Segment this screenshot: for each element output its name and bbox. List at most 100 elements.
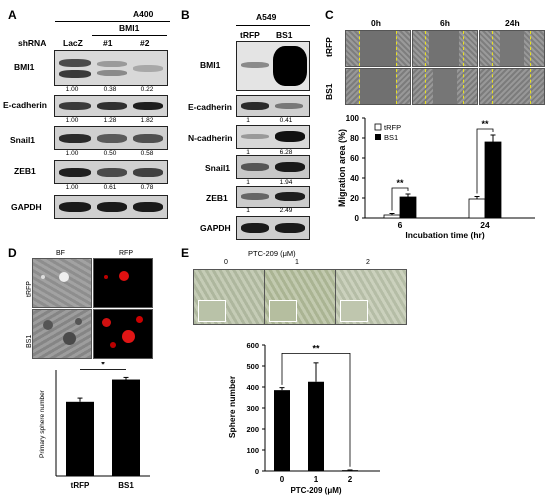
shrna-label: shRNA	[18, 38, 47, 48]
sphere-image-ptc-1	[264, 269, 336, 325]
chart-c-xtick-6: 6	[398, 220, 403, 230]
significance-label-c: **	[396, 178, 404, 188]
value-zeb1-lacz: 1.00	[65, 184, 79, 191]
legend-label-bs1: BS1	[384, 133, 398, 142]
sphere-image-rfp-bs1	[93, 309, 153, 359]
column-label-bf: BF	[56, 250, 65, 257]
legend-swatch-trfp	[374, 123, 382, 131]
lane-label-bs1-b: BS1	[276, 30, 293, 40]
blot-ncad-b	[236, 125, 310, 149]
chart-sphere-number: 0 100 200 300 400 500 600 ** Sphere number 0 1…	[227, 341, 380, 495]
blot-snail1-b	[236, 155, 310, 179]
chart-migration: 0 20 40 60 80 100 ** ** tRFP BS1 Migration are…	[337, 114, 535, 240]
chart-e-ytick-label: 400	[246, 383, 259, 392]
bar-bs1-24h	[484, 141, 502, 219]
value-zeb1-sh2: 0.78	[140, 184, 154, 191]
chart-e-ylabel: Sphere number	[227, 375, 237, 438]
chart-d-xtick-trfp: tRFP	[71, 481, 90, 490]
panel-label-b: B	[181, 8, 190, 22]
wound-image-trfp-24h	[479, 30, 545, 67]
chart-e-xtick-1: 1	[314, 475, 319, 484]
group-underline-a	[92, 35, 167, 36]
wound-image-trfp-0h	[345, 30, 411, 67]
blot-ecad-a	[54, 95, 168, 117]
blot-label-ncad-b: N-cadherin	[188, 133, 233, 143]
value-snail1-bs1: 1.94	[279, 179, 293, 186]
blot-zeb1-b	[236, 186, 310, 208]
legend-label-trfp: tRFP	[384, 123, 401, 132]
lane-label-trfp-b: tRFP	[240, 30, 260, 40]
blot-ecad-b	[236, 95, 310, 117]
chart-e-ytick-label: 300	[246, 404, 259, 413]
chart-e-xtick-0: 0	[280, 475, 285, 484]
chart-c-ytick-label: 0	[355, 214, 360, 223]
lane-label-sh1: #1	[103, 38, 113, 48]
dose-label-1: 1	[295, 259, 299, 266]
blot-label-bmi1-b: BMI1	[200, 60, 221, 70]
bar-trfp	[66, 401, 94, 476]
significance-label-c: **	[481, 119, 489, 129]
dose-label-0: 0	[224, 259, 228, 266]
bar-trfp-24h	[468, 198, 486, 219]
bar-dose-0	[274, 390, 290, 471]
blot-bmi1-a	[54, 50, 168, 86]
chart-c-ytick-label: 60	[350, 154, 359, 163]
sphere-image-bf-trfp	[32, 258, 92, 308]
panel-label-e: E	[181, 246, 190, 260]
chart-c-ytick-label: 100	[346, 114, 360, 123]
chart-c-xtick-24: 24	[480, 220, 490, 230]
chart-e-xtick-2: 2	[348, 475, 353, 484]
chart-e-ytick-label: 600	[246, 341, 259, 350]
bar-bs1-6h	[399, 196, 417, 219]
blot-label-gapdh-b: GAPDH	[200, 223, 231, 233]
chart-c-ytick-label: 40	[350, 174, 359, 183]
blot-snail1-a	[54, 126, 168, 150]
legend-swatch-bs1	[375, 134, 381, 140]
value-bmi1-sh1: 0.38	[103, 86, 117, 93]
panel-label-c: C	[325, 8, 334, 22]
blot-zeb1-a	[54, 160, 168, 184]
blot-gapdh-a	[54, 195, 168, 219]
bar-dose-2	[342, 470, 358, 472]
value-zeb1-sh1: 0.61	[103, 184, 117, 191]
sphere-image-ptc-0	[193, 269, 265, 325]
cell-line-b: A549	[256, 12, 277, 22]
value-snail1-sh2: 0.58	[140, 150, 154, 157]
chart-e-ytick-label: 500	[246, 362, 259, 371]
dose-label-2: 2	[366, 259, 370, 266]
value-zeb1-trfp: 1	[246, 207, 250, 214]
wound-image-trfp-6h	[412, 30, 478, 67]
row-label-bs1-c: BS1	[324, 83, 334, 100]
significance-bracket-c	[391, 187, 409, 211]
timepoint-24h: 24h	[505, 18, 520, 28]
panel-label-a: A	[8, 8, 17, 22]
column-label-rfp: RFP	[119, 250, 133, 257]
value-ecad-bs1: 0.41	[279, 117, 293, 124]
chart-c-xlabel: Incubation time (hr)	[405, 230, 485, 240]
group-label-bmi1: BMI1	[119, 23, 140, 33]
blot-label-gapdh-a: GAPDH	[11, 202, 42, 212]
bar-dose-1	[308, 381, 324, 471]
value-bmi1-lacz: 1.00	[65, 86, 79, 93]
lane-label-sh2: #2	[140, 38, 150, 48]
value-snail1-lacz: 1.00	[65, 150, 79, 157]
value-ncad-trfp: 1	[246, 149, 250, 156]
chart-e-xlabel: PTC-209 (μM)	[290, 486, 341, 495]
value-ecad-lacz: 1.00	[65, 117, 79, 124]
significance-bracket-c	[476, 128, 494, 194]
blot-label-zeb1-a: ZEB1	[14, 166, 36, 176]
chart-d-ylabel: Primary sphere number	[39, 389, 46, 458]
timepoint-6h: 6h	[440, 18, 450, 28]
bar-bs1	[112, 379, 140, 476]
value-ecad-sh1: 1.28	[103, 117, 117, 124]
significance-label-d: *	[101, 362, 105, 369]
bar-trfp-6h	[383, 214, 401, 219]
chart-c-ytick-label: 80	[350, 134, 359, 143]
chart-d-xtick-bs1: BS1	[118, 481, 134, 490]
blot-label-bmi1-a: BMI1	[14, 62, 35, 72]
blot-gapdh-b	[236, 216, 310, 240]
cell-line-underline-b	[236, 25, 310, 26]
chart-c-ylabel: Migration area (%)	[337, 129, 347, 207]
sphere-image-bf-bs1	[32, 309, 92, 359]
wound-image-bs1-0h	[345, 68, 411, 105]
